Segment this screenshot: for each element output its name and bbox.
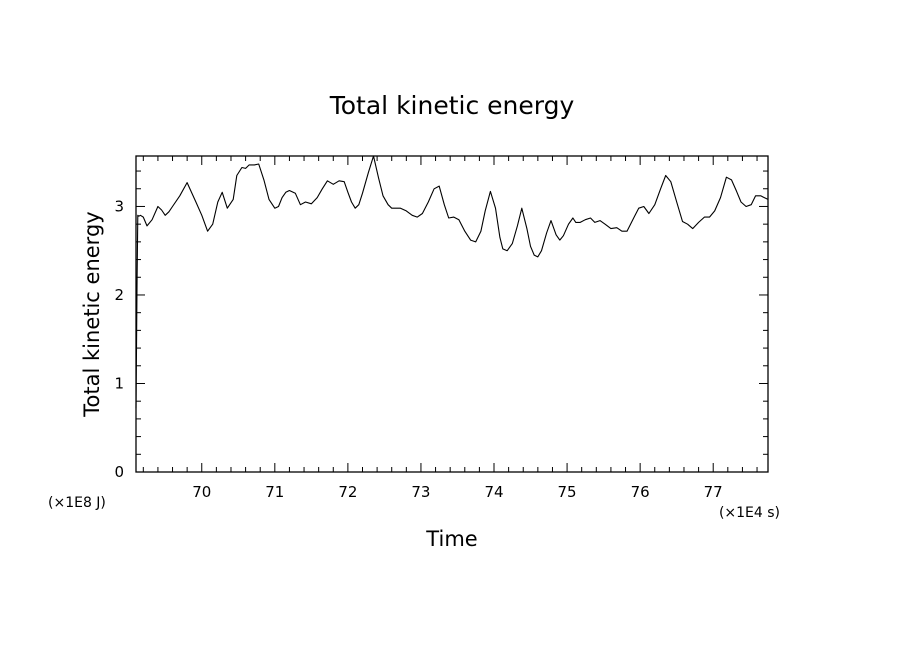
y-tick-label: 3 [114, 197, 124, 215]
series-line [135, 155, 769, 409]
y-tick-label: 1 [114, 374, 124, 392]
x-tick-label: 71 [265, 483, 284, 501]
axis-ticks [136, 156, 768, 473]
x-tick-label: 77 [704, 483, 723, 501]
x-tick-label: 72 [338, 483, 357, 501]
x-unit-label: (×1E4 s) [719, 505, 780, 521]
y-tick-label: 2 [114, 286, 124, 304]
x-axis-label: Time [425, 527, 477, 551]
x-tick-label: 73 [411, 483, 430, 501]
y-unit-label: (×1E8 J) [48, 495, 106, 511]
chart-title: Total kinetic energy [329, 91, 575, 120]
plot-frame [135, 155, 769, 473]
x-tick-label: 76 [631, 483, 650, 501]
y-tick-labels: 0 1 2 3 [114, 197, 124, 481]
x-tick-label: 75 [558, 483, 577, 501]
x-tick-label: 74 [484, 483, 503, 501]
y-axis-label: Total kinetic energy [80, 211, 104, 417]
x-tick-label: 70 [192, 483, 211, 501]
x-tick-labels: 70 71 72 73 74 75 76 77 [192, 483, 723, 501]
y-tick-label: 0 [114, 463, 124, 481]
